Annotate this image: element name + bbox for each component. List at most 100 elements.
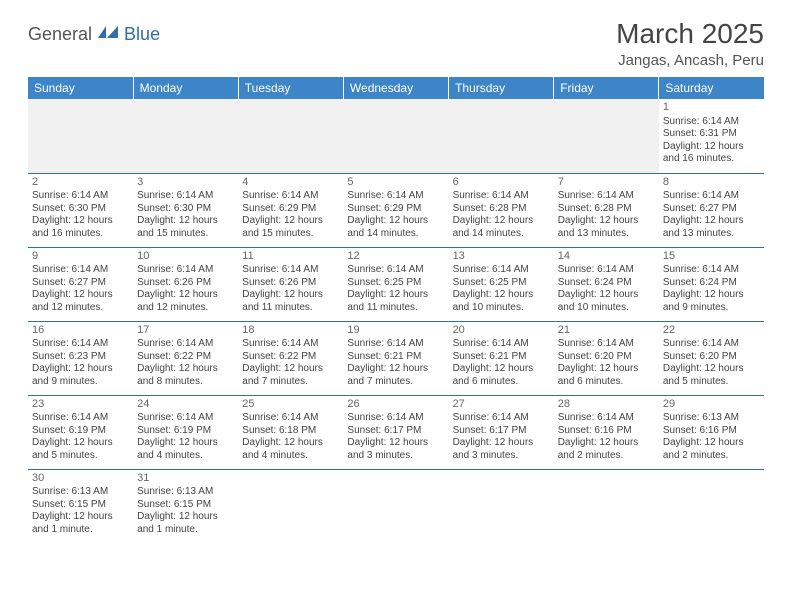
day-number: 28 [558,398,655,412]
calendar-cell: 31Sunrise: 6:13 AMSunset: 6:15 PMDayligh… [133,469,238,543]
calendar-cell: 29Sunrise: 6:13 AMSunset: 6:16 PMDayligh… [659,395,764,469]
sunrise-text: Sunrise: 6:14 AM [242,190,339,203]
day-number: 16 [32,324,129,338]
daylight-text: Daylight: 12 hours and 6 minutes. [558,363,655,388]
day-number: 3 [137,176,234,190]
sunrise-text: Sunrise: 6:14 AM [453,412,550,425]
calendar-cell: 24Sunrise: 6:14 AMSunset: 6:19 PMDayligh… [133,395,238,469]
day-number: 25 [242,398,339,412]
sunrise-text: Sunrise: 6:14 AM [347,190,444,203]
day-number: 14 [558,250,655,264]
logo: General Blue [28,18,160,45]
daylight-text: Daylight: 12 hours and 6 minutes. [453,363,550,388]
sunrise-text: Sunrise: 6:14 AM [453,338,550,351]
sunrise-text: Sunrise: 6:14 AM [242,338,339,351]
weekday-header: Sunday [28,77,133,99]
day-number: 6 [453,176,550,190]
sunrise-text: Sunrise: 6:14 AM [663,264,760,277]
daylight-text: Daylight: 12 hours and 15 minutes. [137,215,234,240]
day-number: 5 [347,176,444,190]
calendar-week-row: 16Sunrise: 6:14 AMSunset: 6:23 PMDayligh… [28,321,764,395]
day-number: 9 [32,250,129,264]
sunset-text: Sunset: 6:17 PM [347,425,444,438]
day-number: 27 [453,398,550,412]
daylight-text: Daylight: 12 hours and 16 minutes. [32,215,129,240]
calendar-cell: 2Sunrise: 6:14 AMSunset: 6:30 PMDaylight… [28,173,133,247]
calendar-cell: 12Sunrise: 6:14 AMSunset: 6:25 PMDayligh… [343,247,448,321]
sunset-text: Sunset: 6:21 PM [453,351,550,364]
day-number: 4 [242,176,339,190]
daylight-text: Daylight: 12 hours and 3 minutes. [347,437,444,462]
calendar-cell: 7Sunrise: 6:14 AMSunset: 6:28 PMDaylight… [554,173,659,247]
calendar-week-row: 2Sunrise: 6:14 AMSunset: 6:30 PMDaylight… [28,173,764,247]
sunrise-text: Sunrise: 6:14 AM [137,264,234,277]
daylight-text: Daylight: 12 hours and 10 minutes. [453,289,550,314]
day-number: 23 [32,398,129,412]
sunrise-text: Sunrise: 6:14 AM [32,412,129,425]
calendar-cell: 18Sunrise: 6:14 AMSunset: 6:22 PMDayligh… [238,321,343,395]
weekday-header: Thursday [449,77,554,99]
sunrise-text: Sunrise: 6:13 AM [663,412,760,425]
calendar-cell: 25Sunrise: 6:14 AMSunset: 6:18 PMDayligh… [238,395,343,469]
sunrise-text: Sunrise: 6:13 AM [137,486,234,499]
daylight-text: Daylight: 12 hours and 3 minutes. [453,437,550,462]
sunset-text: Sunset: 6:15 PM [32,499,129,512]
calendar-week-row: 23Sunrise: 6:14 AMSunset: 6:19 PMDayligh… [28,395,764,469]
sunset-text: Sunset: 6:16 PM [558,425,655,438]
calendar-week-row: 30Sunrise: 6:13 AMSunset: 6:15 PMDayligh… [28,469,764,543]
daylight-text: Daylight: 12 hours and 14 minutes. [347,215,444,240]
sunset-text: Sunset: 6:19 PM [137,425,234,438]
calendar-cell [554,469,659,543]
logo-text-blue: Blue [124,24,160,45]
calendar-cell: 17Sunrise: 6:14 AMSunset: 6:22 PMDayligh… [133,321,238,395]
sunset-text: Sunset: 6:26 PM [242,277,339,290]
sunset-text: Sunset: 6:25 PM [453,277,550,290]
calendar-cell: 5Sunrise: 6:14 AMSunset: 6:29 PMDaylight… [343,173,448,247]
calendar-cell: 11Sunrise: 6:14 AMSunset: 6:26 PMDayligh… [238,247,343,321]
sunrise-text: Sunrise: 6:14 AM [32,338,129,351]
sunset-text: Sunset: 6:25 PM [347,277,444,290]
calendar-cell [449,469,554,543]
sunrise-text: Sunrise: 6:14 AM [663,190,760,203]
sunset-text: Sunset: 6:22 PM [242,351,339,364]
calendar-cell: 4Sunrise: 6:14 AMSunset: 6:29 PMDaylight… [238,173,343,247]
sunrise-text: Sunrise: 6:14 AM [32,190,129,203]
weekday-header: Wednesday [343,77,448,99]
sunset-text: Sunset: 6:21 PM [347,351,444,364]
sunset-text: Sunset: 6:24 PM [558,277,655,290]
daylight-text: Daylight: 12 hours and 7 minutes. [347,363,444,388]
day-number: 29 [663,398,760,412]
daylight-text: Daylight: 12 hours and 7 minutes. [242,363,339,388]
calendar-cell: 14Sunrise: 6:14 AMSunset: 6:24 PMDayligh… [554,247,659,321]
sunset-text: Sunset: 6:26 PM [137,277,234,290]
sunrise-text: Sunrise: 6:14 AM [242,412,339,425]
title-block: March 2025 Jangas, Ancash, Peru [616,18,764,69]
day-number: 15 [663,250,760,264]
day-number: 13 [453,250,550,264]
calendar-cell: 10Sunrise: 6:14 AMSunset: 6:26 PMDayligh… [133,247,238,321]
sunset-text: Sunset: 6:30 PM [137,203,234,216]
day-number: 2 [32,176,129,190]
day-number: 22 [663,324,760,338]
sunset-text: Sunset: 6:30 PM [32,203,129,216]
daylight-text: Daylight: 12 hours and 11 minutes. [347,289,444,314]
logo-text-general: General [28,24,92,45]
sunset-text: Sunset: 6:29 PM [347,203,444,216]
day-number: 19 [347,324,444,338]
sunset-text: Sunset: 6:19 PM [32,425,129,438]
day-number: 30 [32,472,129,486]
sunrise-text: Sunrise: 6:13 AM [32,486,129,499]
calendar-cell: 23Sunrise: 6:14 AMSunset: 6:19 PMDayligh… [28,395,133,469]
weekday-header: Tuesday [238,77,343,99]
calendar-cell [238,99,343,173]
daylight-text: Daylight: 12 hours and 11 minutes. [242,289,339,314]
calendar-cell [28,99,133,173]
calendar-cell: 27Sunrise: 6:14 AMSunset: 6:17 PMDayligh… [449,395,554,469]
day-number: 31 [137,472,234,486]
sunset-text: Sunset: 6:29 PM [242,203,339,216]
daylight-text: Daylight: 12 hours and 5 minutes. [663,363,760,388]
calendar-cell: 16Sunrise: 6:14 AMSunset: 6:23 PMDayligh… [28,321,133,395]
day-number: 24 [137,398,234,412]
sunrise-text: Sunrise: 6:14 AM [347,338,444,351]
calendar-cell: 6Sunrise: 6:14 AMSunset: 6:28 PMDaylight… [449,173,554,247]
